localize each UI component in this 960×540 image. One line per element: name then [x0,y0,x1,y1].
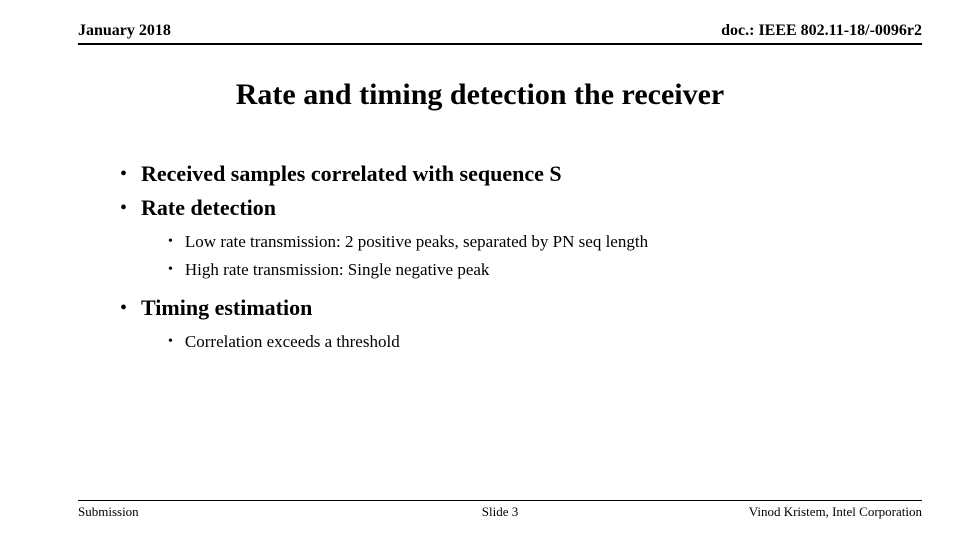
bullet-level1: • Received samples correlated with seque… [120,160,900,188]
footer-author: Vinod Kristem, Intel Corporation [749,504,922,520]
bullet-dot-icon: • [120,160,127,188]
bullet-text: Low rate transmission: 2 positive peaks,… [185,230,648,254]
bullet-level1: • Rate detection [120,194,900,222]
header-doc-id: doc.: IEEE 802.11-18/-0096r2 [721,22,922,40]
bullet-level2: • High rate transmission: Single negativ… [168,258,900,282]
bullet-level1: • Timing estimation [120,294,900,322]
bullet-level2: • Correlation exceeds a threshold [168,330,900,354]
bullet-text: Timing estimation [141,294,312,322]
bullet-text: Correlation exceeds a threshold [185,330,400,354]
bullet-dot-icon: • [168,330,173,354]
footer-left: Submission [78,504,139,520]
bullet-dot-icon: • [168,258,173,282]
bullet-dot-icon: • [168,230,173,254]
header-date: January 2018 [78,22,171,40]
bullet-text: Received samples correlated with sequenc… [141,160,562,188]
slide-body: • Received samples correlated with seque… [100,160,900,358]
bullet-level2: • Low rate transmission: 2 positive peak… [168,230,900,254]
bullet-dot-icon: • [120,194,127,222]
bullet-text: High rate transmission: Single negative … [185,258,490,282]
slide-title: Rate and timing detection the receiver [0,78,960,112]
slide-footer: Submission Slide 3 Vinod Kristem, Intel … [78,500,922,520]
bullet-dot-icon: • [120,294,127,322]
slide-header: January 2018 doc.: IEEE 802.11-18/-0096r… [78,22,922,45]
bullet-text: Rate detection [141,194,276,222]
